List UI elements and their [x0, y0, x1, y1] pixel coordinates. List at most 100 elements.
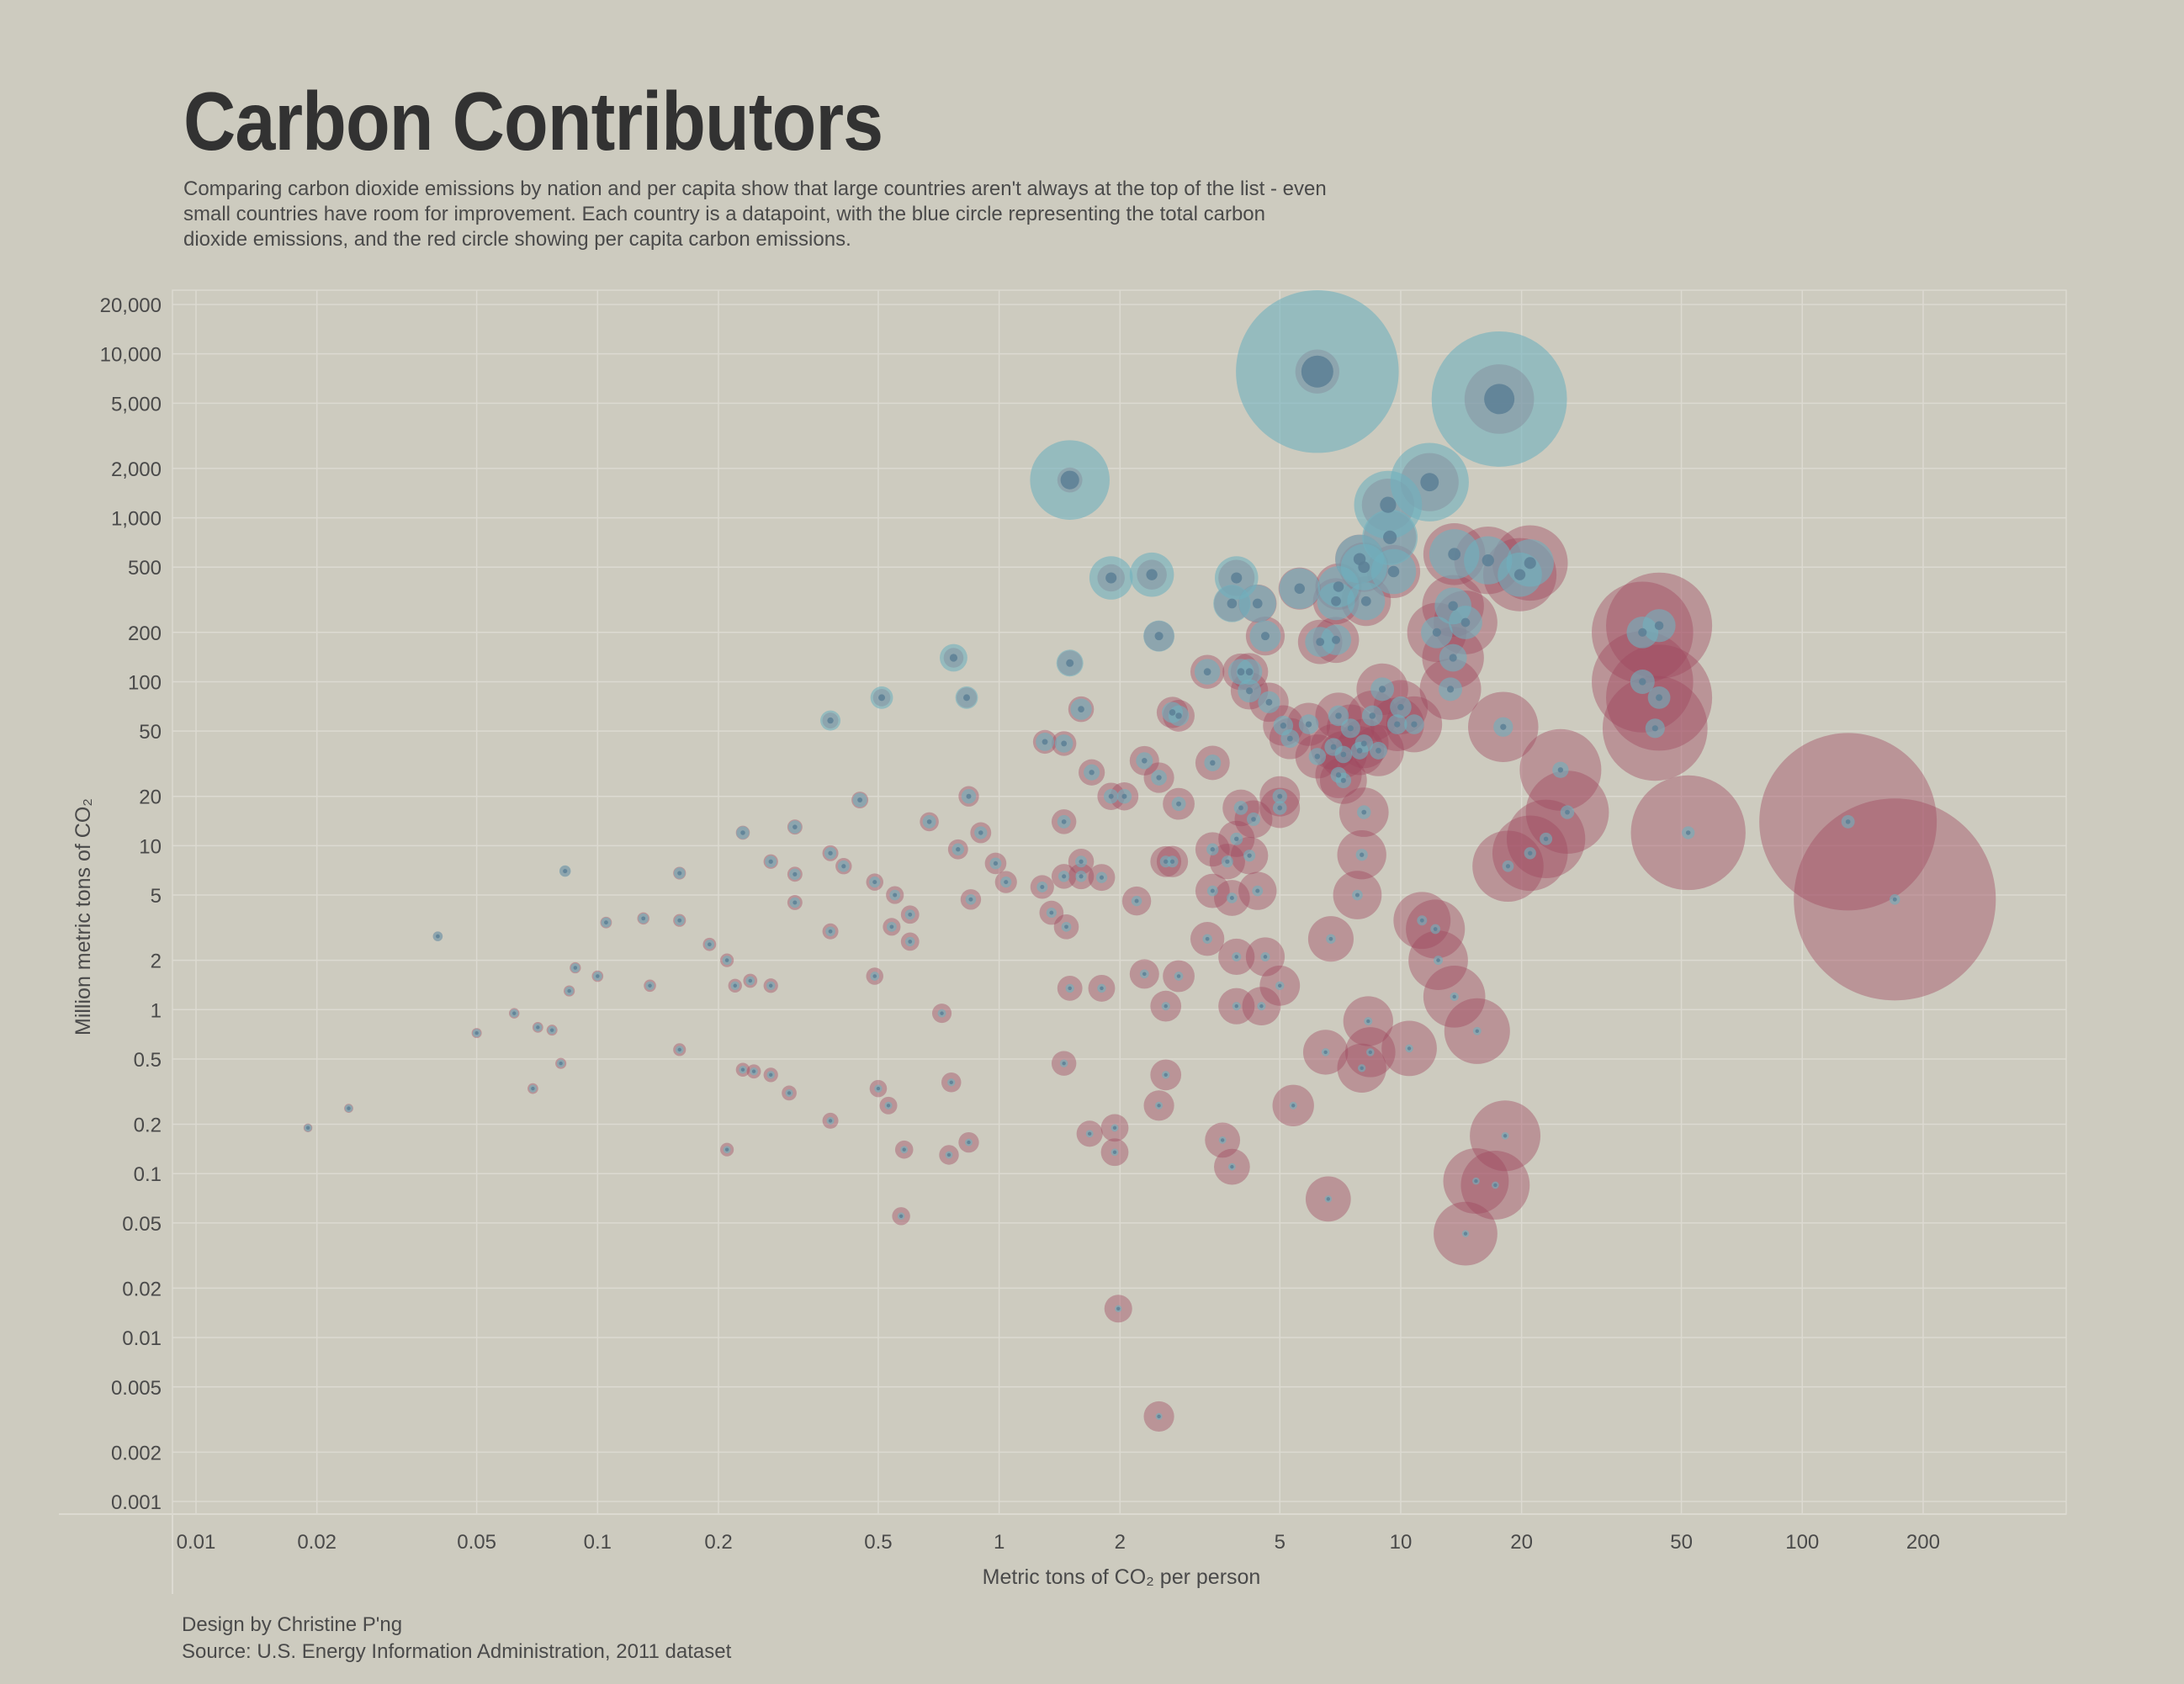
point-center-dot [1142, 758, 1148, 764]
point-center-dot [1360, 1066, 1364, 1070]
y-tick-label: 1,000 [111, 508, 162, 531]
y-tick-label: 5 [151, 885, 162, 908]
point-center-dot [1061, 819, 1067, 824]
point-center-dot [1064, 924, 1068, 929]
point-center-dot [956, 847, 961, 852]
point-center-dot [1383, 530, 1397, 544]
point-center-dot [1500, 723, 1507, 730]
point-center-dot [1436, 958, 1440, 962]
y-tick-label: 50 [139, 721, 162, 744]
point-center-dot [1557, 767, 1564, 773]
point-center-dot [1234, 1004, 1238, 1009]
point-center-dot [1449, 654, 1457, 662]
point-center-dot [1042, 739, 1048, 745]
point-center-dot [1259, 1004, 1264, 1009]
point-center-dot [1087, 1131, 1092, 1136]
point-center-dot [1528, 850, 1533, 855]
point-center-dot [1068, 986, 1072, 991]
point-center-dot [512, 1011, 517, 1015]
point-center-dot [949, 654, 958, 662]
y-tick-label: 0.02 [122, 1278, 162, 1300]
source-credit: Source: U.S. Energy Information Administ… [182, 1640, 732, 1663]
x-tick-label: 1 [994, 1531, 1005, 1554]
point-center-dot [828, 929, 833, 934]
point-center-dot [1134, 898, 1139, 903]
x-tick-label: 100 [1785, 1531, 1819, 1554]
point-center-dot [1252, 598, 1263, 609]
point-center-dot [1638, 628, 1647, 637]
point-center-dot [1376, 748, 1381, 754]
point-center-dot [1286, 735, 1293, 742]
point-center-dot [1503, 1134, 1508, 1138]
x-axis-ticks: 0.01 0.02 0.05 0.1 0.2 0.5 1 2 5 10 20 50 100 200 [177, 1531, 1940, 1554]
point-centers [305, 355, 1897, 1419]
point-center-dot [1116, 1306, 1121, 1311]
point-center-dot [1157, 1414, 1161, 1419]
point-center-dot [1420, 473, 1439, 492]
point-center-dot [751, 1069, 756, 1073]
point-center-dot [1203, 668, 1211, 676]
y-tick-label: 0.001 [111, 1491, 162, 1514]
point-center-dot [886, 1104, 891, 1108]
point-center-dot [536, 1025, 540, 1030]
point-center-dot [1265, 698, 1273, 706]
point-center-dot [963, 694, 970, 702]
x-tick-label: 0.2 [704, 1531, 732, 1554]
point-center-dot [1169, 709, 1176, 716]
point-center-dot [1245, 668, 1254, 676]
point-center-dot [1079, 874, 1084, 879]
point-center-dot [1452, 994, 1456, 999]
point-center-dot [1380, 496, 1397, 513]
point-center-dot [1157, 1104, 1161, 1108]
point-center-dot [828, 850, 833, 855]
point-center-dot [1040, 884, 1045, 889]
point-center-dot [347, 1106, 351, 1110]
point-center-dot [1099, 875, 1105, 880]
point-center-dot [966, 793, 972, 799]
point-center-dot [1251, 817, 1256, 822]
point-center-dot [733, 983, 738, 988]
point-center-dot [993, 861, 999, 866]
x-tick-label: 2 [1115, 1531, 1126, 1554]
point-center-dot [768, 983, 773, 988]
point-center-dot [531, 1086, 535, 1091]
point-center-dot [1142, 972, 1147, 977]
y-tick-label: 0.5 [134, 1049, 162, 1072]
point-center-dot [1505, 864, 1511, 869]
point-center-dot [1229, 896, 1234, 900]
point-center-dot [559, 1061, 563, 1066]
point-center-dot [978, 830, 983, 835]
point-center-dot [1347, 725, 1354, 732]
point-center-dot [563, 868, 568, 874]
bubble-chart: 20,00010,0005,0002,0001,0005002001005020… [59, 289, 2067, 1594]
y-tick-label: 0.01 [122, 1327, 162, 1350]
point-center-dot [1169, 859, 1175, 864]
point-center-dot [1475, 1029, 1479, 1033]
point-center-dot [1448, 601, 1458, 612]
x-tick-label: 200 [1906, 1531, 1940, 1554]
point-center-dot [1639, 678, 1646, 686]
point-center-dot [1121, 793, 1127, 799]
point-center-dot [940, 1011, 944, 1015]
point-center-dot [1419, 918, 1424, 923]
point-center-dot [787, 1091, 792, 1095]
point-center-dot [740, 830, 745, 835]
point-center-dot [1089, 770, 1095, 776]
x-tick-label: 5 [1275, 1531, 1285, 1554]
plot-frame [172, 289, 2067, 1515]
point-center-dot [1294, 583, 1305, 594]
point-center-dot [474, 1030, 479, 1035]
point-center-dot [1331, 596, 1341, 606]
point-center-dot [1154, 632, 1164, 641]
x-axis-label: Metric tons of CO₂ per person [983, 1565, 1261, 1589]
point-center-dot [1379, 686, 1386, 693]
point-center-dot [1356, 748, 1363, 754]
point-center-dot [1237, 668, 1245, 676]
point-center-dot [902, 1147, 906, 1152]
point-center-dot [1156, 775, 1162, 781]
point-center-dot [1263, 955, 1268, 959]
point-center-dot [1305, 721, 1312, 728]
point-center-dot [949, 1080, 953, 1084]
point-center-dot [1332, 635, 1340, 644]
point-center-dot [1369, 712, 1376, 719]
